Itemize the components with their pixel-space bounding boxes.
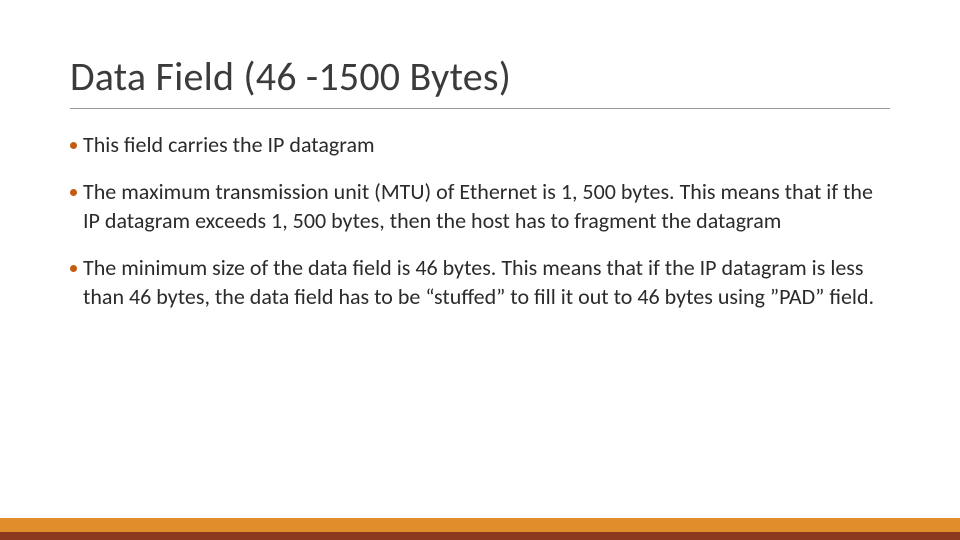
bullet-text: The minimum size of the data field is 46… [83, 253, 890, 311]
bullet-text: This field carries the IP datagram [83, 130, 890, 159]
slide-content: This field carries the IP datagram The m… [70, 130, 890, 329]
slide-title: Data Field (46 -1500 Bytes) [70, 52, 511, 101]
bullet-icon [70, 142, 77, 149]
bottom-bar-bottom [0, 532, 960, 540]
bullet-text: The maximum transmission unit (MTU) of E… [83, 177, 890, 235]
bullet-item: This field carries the IP datagram [70, 130, 890, 159]
slide: Data Field (46 -1500 Bytes) This field c… [0, 0, 960, 540]
bottom-accent-bar [0, 518, 960, 540]
bullet-icon [70, 189, 77, 196]
bullet-item: The minimum size of the data field is 46… [70, 253, 890, 311]
title-underline [70, 108, 890, 109]
bullet-icon [70, 265, 77, 272]
bullet-item: The maximum transmission unit (MTU) of E… [70, 177, 890, 235]
bottom-bar-top [0, 518, 960, 532]
